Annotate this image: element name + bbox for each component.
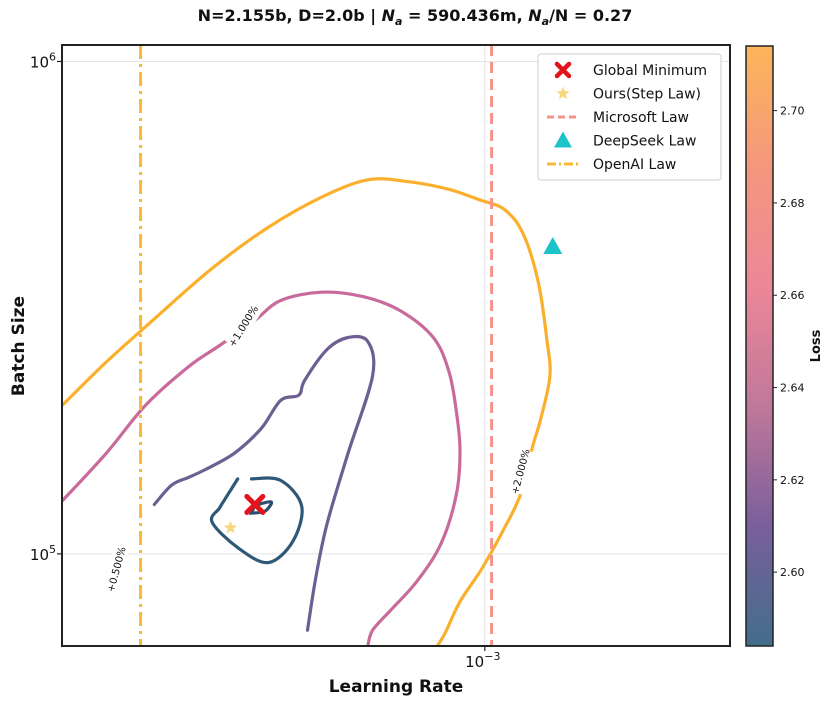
- legend-box: [537, 53, 722, 181]
- y-tick-label-0: 105: [30, 543, 56, 564]
- y-axis-label: Batch Size: [9, 296, 29, 396]
- x-ticks: 10−3: [465, 646, 500, 671]
- title-na-sub: a: [395, 15, 402, 28]
- contour-label-bg-2: [102, 546, 130, 593]
- contours: [62, 177, 552, 646]
- legend-swatch-ours-step-law: [556, 86, 570, 100]
- x-axis-label: Learning Rate: [329, 677, 464, 697]
- title-na-symbol: N: [382, 6, 396, 25]
- legend-label-microsoft-law: Microsoft Law: [593, 110, 689, 126]
- contour-line-1: [209, 476, 304, 565]
- colorbar-tick-label-2: 2.64: [780, 382, 805, 395]
- ours-step-law-marker: [223, 520, 238, 534]
- global-minimum-marker: [244, 493, 266, 515]
- legend-label-openai-law: OpenAI Law: [593, 157, 676, 173]
- colorbar-tick-label-3: 2.66: [780, 289, 805, 302]
- reference-lines: [139, 45, 494, 646]
- deepseek-law-marker: [543, 236, 563, 254]
- title-prefix: N=2.155b, D=2.0b |: [198, 6, 382, 26]
- contour-line-4: [62, 177, 552, 646]
- legend: Global Minimum Ours(Step Law) Microsoft La…: [537, 53, 722, 181]
- legend-swatch-deepseek-law: [554, 131, 572, 148]
- contour-label-bg-3: [224, 303, 262, 350]
- title-ratio-sub: a: [542, 15, 549, 28]
- contour-line-0: [248, 500, 274, 516]
- title-ratio-tail: /N = 0.27: [549, 6, 632, 25]
- y-ticks: 105 106: [30, 50, 62, 564]
- contour-label-bg-4: [507, 448, 534, 495]
- chart-title: N=2.155b, D=2.0b | Na = 590.436m, Na/N =…: [198, 6, 633, 28]
- legend-entry-global-minimum: Global Minimum: [554, 61, 707, 79]
- colorbar-tick-label-5: 2.70: [780, 105, 805, 118]
- contour-labels: +0.500%+1.000%+2.000%: [102, 303, 534, 594]
- colorbar-tick-label-1: 2.62: [780, 474, 805, 487]
- legend-entry-deepseek-law: DeepSeek Law: [554, 131, 696, 150]
- contour-line-3: [62, 290, 462, 646]
- legend-entry-ours-step-law: Ours(Step Law): [556, 86, 701, 103]
- title-ratio-symbol: N: [528, 6, 542, 25]
- legend-label-deepseek-law: DeepSeek Law: [593, 134, 696, 150]
- colorbar-ticks: 2.60 2.62 2.64 2.66 2.68 2.70: [773, 105, 805, 579]
- colorbar-label: Loss: [809, 329, 824, 362]
- legend-entry-microsoft-law: Microsoft Law: [547, 110, 689, 126]
- colorbar: 2.60 2.62 2.64 2.66 2.68 2.70 Loss: [745, 45, 824, 647]
- colorbar-tick-label-0: 2.60: [780, 566, 805, 579]
- y-tick-label-1: 106: [30, 50, 56, 71]
- contour-line-2: [152, 334, 376, 632]
- legend-entry-openai-law: OpenAI Law: [547, 157, 676, 173]
- plot-frame: [61, 44, 731, 647]
- colorbar-tick-label-4: 2.68: [780, 197, 805, 210]
- colorbar-gradient: [745, 45, 774, 647]
- title-na-value: = 590.436m,: [402, 6, 528, 25]
- x-tick-label-0: 10−3: [465, 650, 500, 671]
- legend-label-ours-step-law: Ours(Step Law): [593, 87, 701, 103]
- legend-label-global-minimum: Global Minimum: [593, 63, 707, 79]
- markers: [223, 236, 563, 534]
